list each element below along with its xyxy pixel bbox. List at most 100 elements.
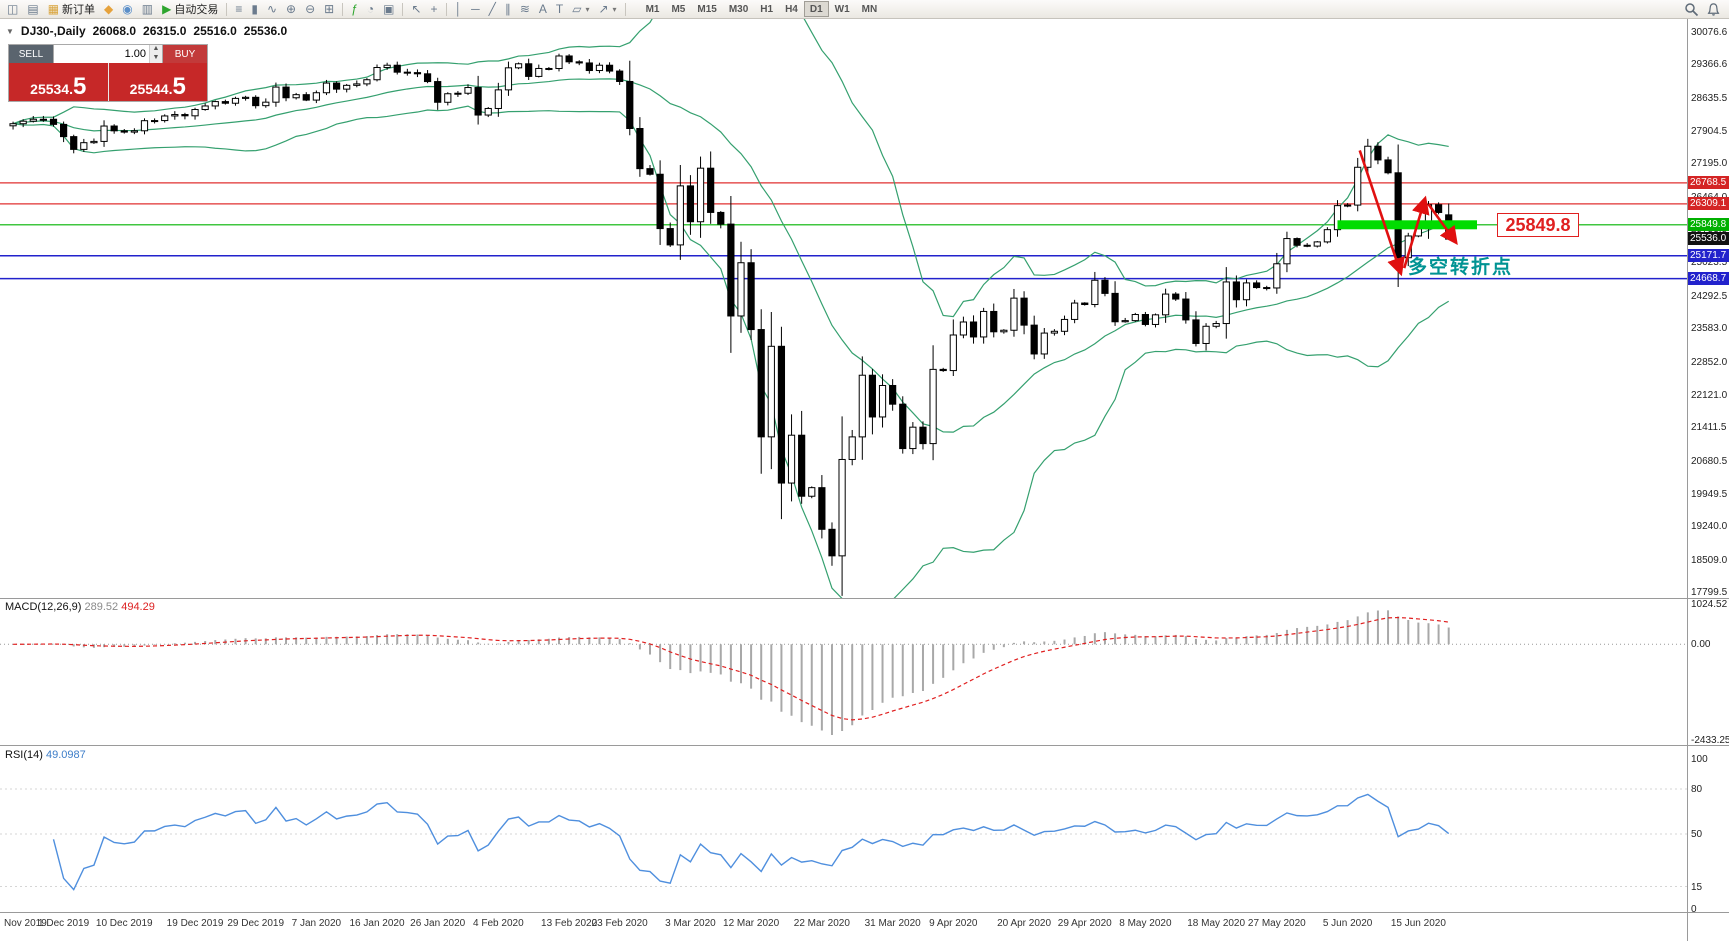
up-arrow[interactable]	[1402, 195, 1430, 269]
candle-body	[29, 118, 37, 122]
bar-chart-icon[interactable]: ≡	[231, 1, 246, 18]
vertical-line-icon: │	[454, 2, 463, 16]
candle-body	[1374, 145, 1382, 161]
timeframe-m1-button[interactable]: M1	[640, 1, 666, 17]
periods-icon: ◔	[366, 2, 375, 16]
timeframe-h4-button[interactable]: H4	[779, 1, 804, 17]
toolbar-separator	[624, 2, 626, 16]
time-axis-label: 29 Apr 2020	[1057, 918, 1112, 929]
volume-input[interactable]	[54, 45, 149, 63]
candle-body	[80, 142, 88, 150]
line-chart-icon[interactable]: ∿	[263, 1, 281, 18]
fibonacci-icon[interactable]: ≋	[516, 1, 534, 18]
profiles-icon[interactable]: ▤	[23, 1, 42, 18]
sell-price[interactable]: 25534. 5	[9, 63, 109, 101]
new-order-button: ▦	[47, 2, 60, 16]
data-window-icon[interactable]: ▥	[138, 1, 157, 18]
new-chart-icon[interactable]: ◫	[3, 1, 22, 18]
new-order-button[interactable]: ▦ 新订单	[44, 1, 99, 18]
candle-body	[110, 125, 118, 132]
close-value: 25536.0	[243, 24, 288, 38]
notifications-icon[interactable]	[1706, 2, 1721, 17]
text-icon[interactable]: A	[535, 1, 551, 18]
candle-body	[818, 487, 826, 530]
candlestick-chart-icon[interactable]: ▮	[247, 1, 262, 18]
shapes-icon[interactable]: ▱ ▾	[568, 1, 593, 18]
candle-body	[858, 374, 866, 438]
community-icon[interactable]: ◉	[118, 1, 136, 18]
zoom-in-icon[interactable]: ⊕	[282, 1, 300, 18]
candle-body	[626, 80, 634, 129]
channel-icon[interactable]: ∥	[501, 1, 515, 18]
label-icon[interactable]: T	[552, 1, 567, 18]
candle-body	[1313, 241, 1321, 247]
macd-canvas[interactable]	[0, 598, 1687, 745]
channel-icon: ∥	[504, 2, 511, 16]
candle-body	[949, 334, 957, 372]
timeframe-m15-button[interactable]: M15	[691, 1, 722, 17]
trendline-icon[interactable]: ╱	[485, 1, 500, 18]
search-icon[interactable]	[1684, 2, 1699, 17]
down-right-arrow[interactable]	[1427, 203, 1458, 245]
candle-body	[100, 125, 108, 142]
candle-body	[595, 64, 604, 72]
price-axis-label: 21411.5	[1691, 422, 1727, 434]
candle-body	[1121, 320, 1129, 323]
new-chart-icon: ◫	[7, 2, 19, 16]
price-callout-label[interactable]: 25849.8	[1497, 212, 1579, 237]
candle-body	[1101, 279, 1109, 294]
timeframe-h1-button[interactable]: H1	[754, 1, 779, 17]
indicators-icon[interactable]: ƒ	[347, 1, 362, 18]
buy-button[interactable]: BUY	[163, 45, 207, 63]
candle-body	[9, 123, 17, 127]
sell-button[interactable]: SELL	[9, 45, 53, 63]
volume-up-button[interactable]: ▲	[152, 45, 160, 52]
horizontal-line-icon[interactable]: ─	[467, 1, 484, 18]
one-click-collapse-button[interactable]: ▼	[6, 26, 14, 36]
candle-body	[353, 83, 361, 86]
down-arrow[interactable]	[1358, 150, 1405, 277]
timeframe-w1-button[interactable]: W1	[829, 1, 856, 17]
candle-body	[211, 101, 219, 107]
timeframe-m30-button[interactable]: M30	[723, 1, 754, 17]
arrows-icon[interactable]: ↗ ▾	[594, 1, 620, 18]
candle-body	[909, 426, 917, 450]
templates-icon[interactable]: ▣	[379, 1, 398, 18]
candle-body	[676, 185, 684, 246]
red-arrow-annotation[interactable]	[1358, 150, 1458, 277]
timeframe-m5-button[interactable]: M5	[665, 1, 691, 17]
periods-icon[interactable]: ◔	[363, 1, 378, 18]
low-value: 25516.0	[193, 24, 237, 38]
price-axis-label: 19949.5	[1691, 488, 1728, 500]
candle-body	[1354, 166, 1362, 206]
green-zone-rectangle[interactable]	[1337, 220, 1478, 230]
timeframe-mn-button[interactable]: MN	[856, 1, 884, 17]
candlestick-chart-icon: ▮	[251, 2, 258, 16]
rsi-canvas[interactable]	[0, 745, 1687, 912]
zoom-out-icon[interactable]: ⊖	[301, 1, 319, 18]
autotrading-button[interactable]: ▶ 自动交易	[158, 1, 222, 18]
candle-body	[1131, 314, 1139, 322]
candle-body	[889, 384, 897, 405]
candle-body	[201, 105, 209, 111]
candle-body	[919, 426, 927, 445]
candle-body	[1434, 204, 1443, 213]
candle-body	[120, 130, 128, 133]
zoom-out-icon: ⊖	[305, 2, 316, 16]
tile-windows-icon[interactable]: ⊞	[320, 1, 338, 18]
price-axis-label: 22121.0	[1691, 389, 1728, 401]
timeframe-d1-button[interactable]: D1	[803, 1, 829, 17]
price-chart-canvas[interactable]	[0, 19, 1687, 598]
autotrading-button-label: 自动交易	[174, 4, 219, 16]
candle-body	[1384, 159, 1392, 174]
turning-point-annotation[interactable]: 多空转折点	[1408, 256, 1514, 278]
mql5-icon[interactable]: ◆	[100, 1, 117, 18]
volume-down-button[interactable]: ▼	[152, 54, 160, 61]
cursor-icon[interactable]: ↖	[407, 1, 425, 18]
macd-main-value: 289.52	[84, 601, 119, 613]
buy-price[interactable]: 25544. 5	[108, 63, 207, 101]
candle-body	[1060, 318, 1069, 332]
candle-body	[19, 120, 27, 125]
vertical-line-icon[interactable]: │	[451, 1, 467, 18]
crosshair-icon[interactable]: +	[427, 1, 442, 18]
